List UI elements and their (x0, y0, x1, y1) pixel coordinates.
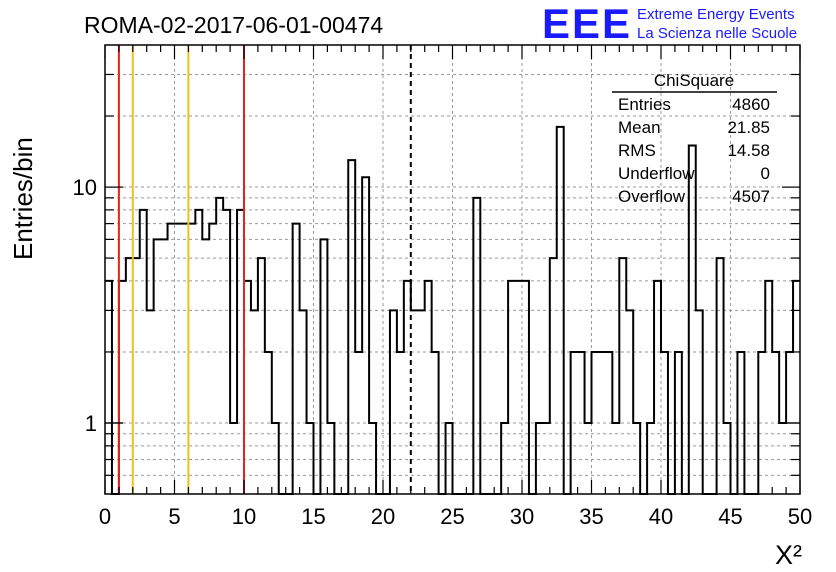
stats-value-entries: 4860 (732, 95, 770, 114)
stats-value-underflow: 0 (761, 164, 770, 183)
stats-value-overflow: 4507 (732, 187, 770, 206)
stats-label-rms: RMS (618, 141, 656, 160)
reference-lines (117, 45, 412, 494)
y-tick-label-0: 1 (85, 411, 97, 436)
x-axis-label: X² (775, 540, 802, 570)
x-tick-label-7: 35 (579, 504, 603, 529)
x-tick-label-9: 45 (718, 504, 742, 529)
stats-value-rms: 14.58 (727, 141, 770, 160)
eee-logo-mark: EEE (542, 0, 632, 47)
x-tick-label-6: 30 (510, 504, 534, 529)
stats-box: ChiSquare Entries 4860 Mean 21.85 RMS 14… (612, 71, 777, 206)
x-tick-label-0: 0 (99, 504, 111, 529)
x-tick-label-3: 15 (301, 504, 325, 529)
stats-label-underflow: Underflow (618, 164, 695, 183)
logo-line-2: La Scienza nelle Scuole (637, 25, 797, 42)
logo-line-1: Extreme Energy Events (637, 6, 795, 23)
x-tick-label-2: 10 (232, 504, 256, 529)
x-tick-label-10: 50 (788, 504, 812, 529)
histogram-bars (105, 125, 800, 495)
histogram-outline (105, 125, 800, 495)
stats-title: ChiSquare (654, 71, 734, 90)
plot-title: ROMA-02-2017-06-01-00474 (84, 12, 383, 38)
axes (104, 44, 801, 495)
y-tick-labels: 1 10 (73, 175, 97, 436)
eee-logo: EEE Extreme Energy Events La Scienza nel… (542, 0, 797, 47)
x-tick-label-4: 20 (371, 504, 395, 529)
stats-label-overflow: Overflow (618, 187, 686, 206)
stats-value-mean: 21.85 (727, 118, 770, 137)
x-tick-label-8: 40 (649, 504, 673, 529)
stats-label-mean: Mean (618, 118, 661, 137)
y-axis-label: Entries/bin (8, 137, 38, 260)
y-tick-label-1: 10 (73, 175, 97, 200)
x-tick-label-1: 5 (168, 504, 180, 529)
stats-label-entries: Entries (618, 95, 671, 114)
x-tick-labels: 0 5 10 15 20 25 30 35 40 45 50 (99, 504, 812, 529)
x-tick-label-5: 25 (440, 504, 464, 529)
